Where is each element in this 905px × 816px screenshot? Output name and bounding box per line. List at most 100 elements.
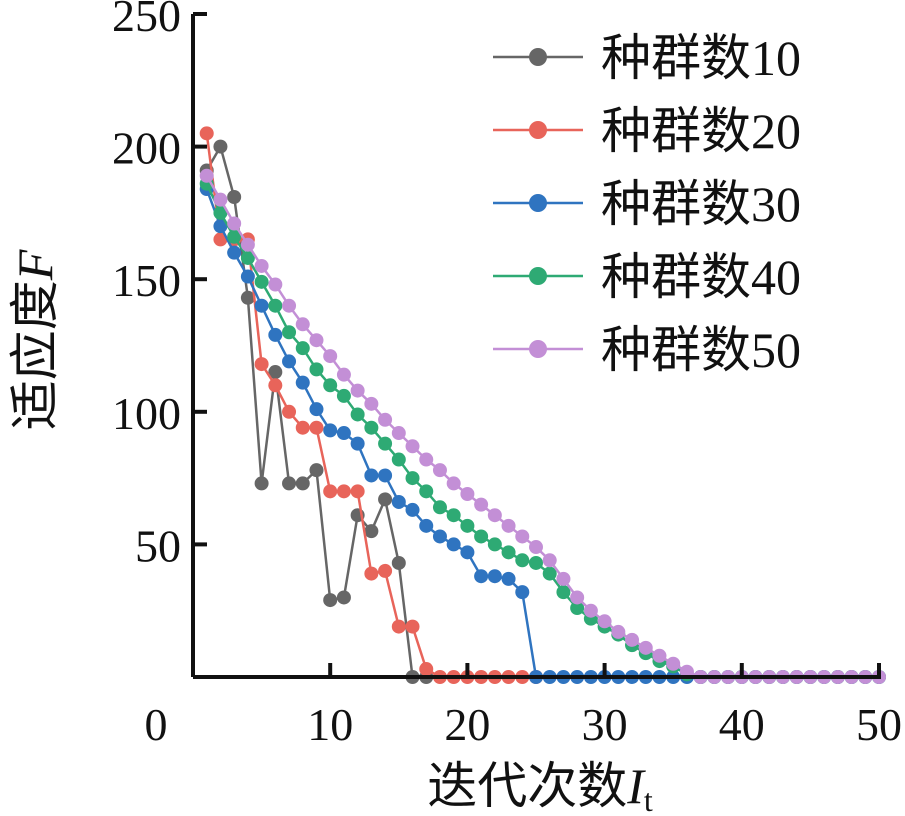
data-point bbox=[556, 585, 571, 600]
x-tick-label: 20 bbox=[444, 699, 490, 750]
data-point bbox=[419, 452, 434, 467]
y-tick-label: 200 bbox=[112, 123, 181, 174]
legend-label: 种群数50 bbox=[601, 322, 801, 378]
data-point bbox=[364, 468, 379, 483]
data-point bbox=[323, 378, 338, 393]
data-point bbox=[240, 237, 255, 252]
ticks: 50 100 150 200 250 0 10 20 30 40 50 bbox=[112, 0, 902, 750]
series-5 bbox=[199, 168, 886, 684]
data-point bbox=[611, 624, 626, 639]
data-point bbox=[432, 500, 447, 515]
data-point bbox=[254, 298, 269, 313]
data-point bbox=[309, 420, 324, 435]
data-point bbox=[323, 484, 338, 499]
y-axis-label-text: 适应度 bbox=[7, 280, 63, 430]
data-point bbox=[323, 423, 338, 438]
data-point bbox=[254, 357, 269, 372]
data-point bbox=[419, 518, 434, 533]
data-point bbox=[309, 402, 324, 417]
data-point bbox=[295, 341, 310, 356]
data-point bbox=[542, 553, 557, 568]
data-point bbox=[460, 545, 475, 560]
y-tick-label: 100 bbox=[112, 388, 181, 439]
data-point bbox=[487, 537, 502, 552]
data-point bbox=[254, 274, 269, 289]
data-point bbox=[378, 563, 393, 578]
data-point bbox=[282, 298, 297, 313]
data-point bbox=[570, 590, 585, 605]
data-point bbox=[364, 396, 379, 411]
data-point bbox=[295, 420, 310, 435]
data-point bbox=[268, 277, 283, 292]
data-point bbox=[391, 452, 406, 467]
data-point bbox=[323, 593, 338, 608]
x-axis-label-variable: I bbox=[626, 758, 646, 814]
data-point bbox=[199, 168, 214, 183]
data-point bbox=[282, 404, 297, 419]
data-point bbox=[350, 484, 365, 499]
data-point bbox=[227, 229, 242, 244]
x-axis-label: 迭代次数It bbox=[427, 758, 653, 816]
data-point bbox=[501, 518, 516, 533]
data-point bbox=[638, 640, 653, 655]
data-point bbox=[474, 569, 489, 584]
legend-marker bbox=[529, 194, 547, 212]
legend-marker bbox=[529, 121, 547, 139]
data-point bbox=[487, 569, 502, 584]
data-point bbox=[350, 383, 365, 398]
y-tick-label: 250 bbox=[112, 0, 181, 41]
data-point bbox=[529, 555, 543, 570]
data-point bbox=[419, 484, 434, 499]
legend-label: 种群数10 bbox=[601, 30, 801, 86]
x-tick-label: 30 bbox=[582, 699, 628, 750]
data-point bbox=[336, 388, 351, 403]
y-axis-label-variable: F bbox=[7, 249, 63, 281]
series-1 bbox=[199, 139, 434, 684]
x-tick-label: 0 bbox=[145, 699, 168, 750]
data-point bbox=[501, 571, 516, 586]
data-point bbox=[282, 325, 297, 340]
data-point bbox=[268, 378, 283, 393]
legend-label: 种群数20 bbox=[601, 103, 801, 159]
data-point bbox=[515, 585, 530, 600]
legend-marker bbox=[529, 340, 547, 358]
legend-item: 种群数50 bbox=[493, 322, 801, 378]
data-point bbox=[391, 426, 406, 441]
axes bbox=[191, 14, 881, 679]
data-point bbox=[652, 648, 667, 663]
data-point bbox=[309, 362, 324, 377]
data-point bbox=[282, 476, 297, 491]
data-point bbox=[240, 250, 255, 265]
data-point bbox=[583, 603, 598, 618]
data-point bbox=[350, 407, 365, 422]
data-point bbox=[515, 529, 530, 544]
x-axis-label-subscript: t bbox=[644, 782, 653, 816]
data-point bbox=[501, 545, 516, 560]
data-point bbox=[199, 126, 214, 141]
x-tick-label: 40 bbox=[719, 699, 765, 750]
legend-item: 种群数40 bbox=[493, 249, 801, 305]
data-point bbox=[419, 662, 434, 677]
data-point bbox=[227, 216, 242, 231]
data-point bbox=[336, 484, 351, 499]
data-point bbox=[240, 269, 255, 284]
data-point bbox=[405, 502, 420, 517]
data-point bbox=[268, 298, 283, 313]
data-point bbox=[378, 492, 393, 507]
data-point bbox=[268, 365, 283, 380]
data-point bbox=[378, 412, 393, 427]
data-point bbox=[405, 619, 420, 634]
y-tick-label: 150 bbox=[112, 255, 181, 306]
data-point bbox=[240, 290, 255, 305]
data-point bbox=[460, 487, 475, 502]
data-point bbox=[295, 317, 310, 332]
data-point bbox=[336, 367, 351, 382]
legend-item: 种群数10 bbox=[493, 30, 801, 86]
x-axis-label-text: 迭代次数 bbox=[427, 758, 627, 814]
data-point bbox=[446, 508, 461, 523]
data-point bbox=[432, 463, 447, 478]
data-point bbox=[364, 566, 379, 581]
data-point bbox=[323, 349, 338, 364]
data-point bbox=[542, 566, 557, 581]
data-point bbox=[474, 497, 489, 512]
